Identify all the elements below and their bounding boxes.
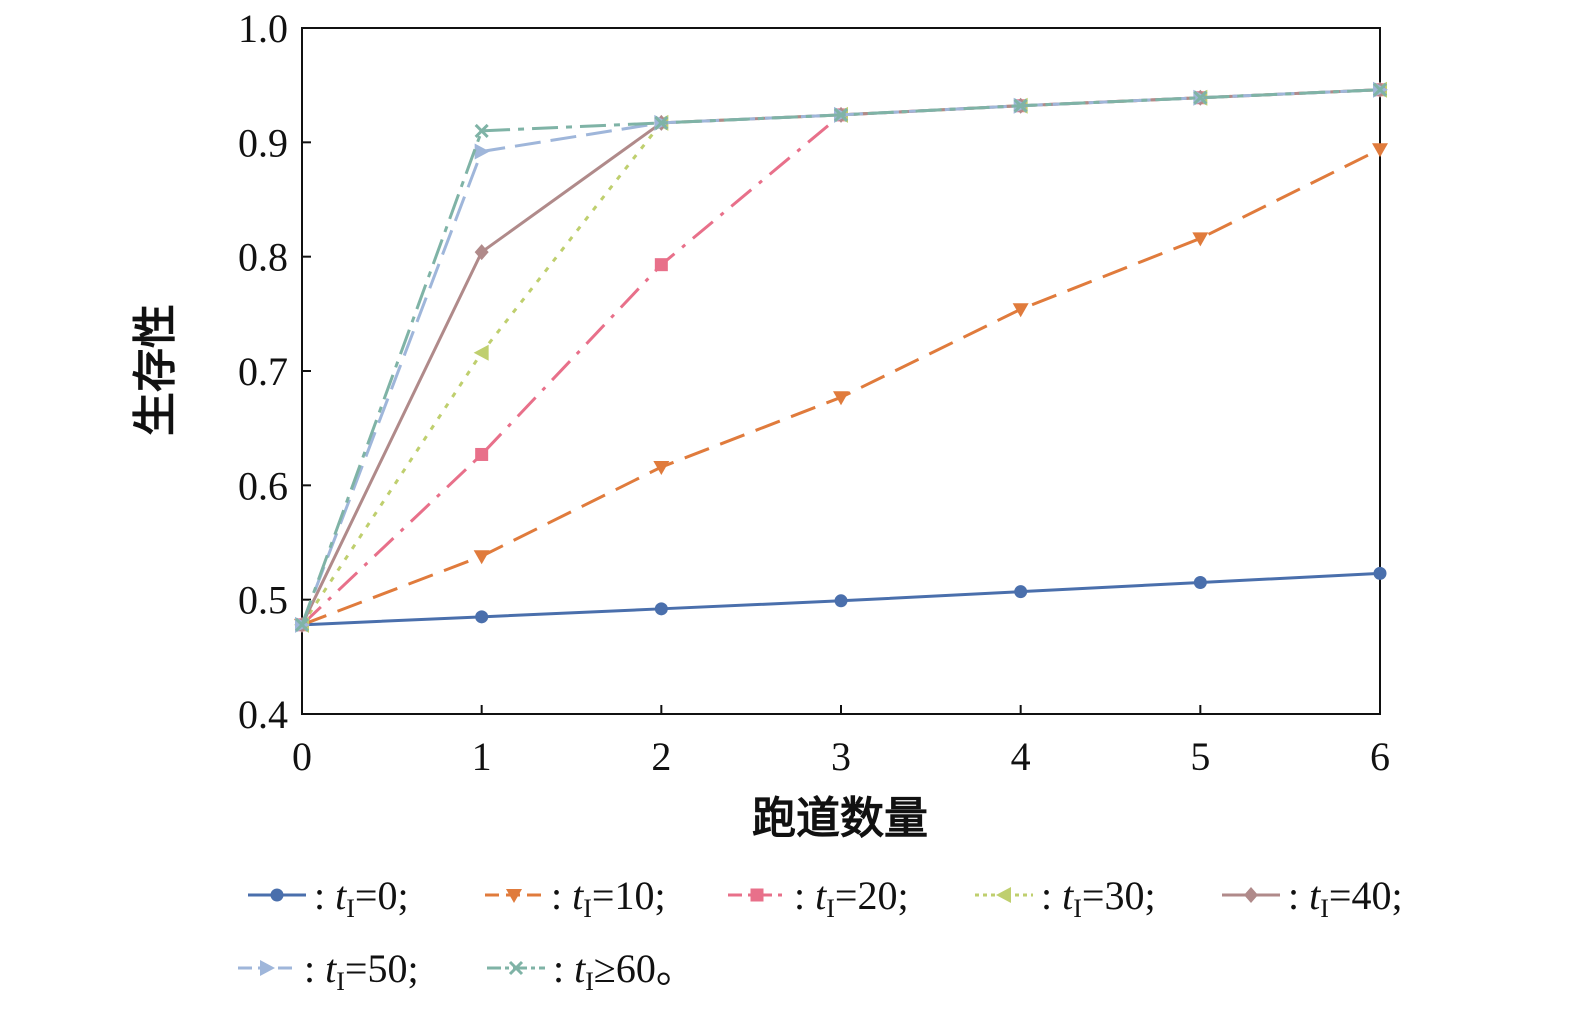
legend-label: : tI=50;: [304, 946, 419, 996]
x-axis-label: 跑道数量: [752, 793, 928, 844]
legend-marker: [260, 960, 275, 976]
y-tick-label: 1.0: [238, 6, 288, 51]
legend-label: : tI=30;: [1041, 873, 1156, 923]
legend-label: : tI=20;: [794, 873, 909, 923]
data-point: [1373, 566, 1387, 580]
data-point: [473, 344, 489, 361]
data-point: [833, 391, 849, 406]
legend-label: : tI≥60。: [553, 946, 696, 996]
y-axis-label: 生存性: [130, 304, 181, 436]
data-point: [654, 115, 669, 130]
legend-label: : tI=40;: [1288, 873, 1403, 923]
data-point: [474, 244, 489, 261]
data-point: [1193, 90, 1208, 105]
y-tick-label: 0.5: [238, 578, 288, 623]
x-tick-label: 1: [472, 734, 492, 779]
data-point: [474, 143, 490, 160]
axes: 0 1 2 3 4 5 6 0.4 0.5 0.6 0.7 0.8 0.9 1.0: [238, 6, 1390, 779]
data-point: [473, 550, 490, 565]
legend-item: : tI=10;: [485, 873, 666, 923]
data-point: [833, 107, 849, 122]
series-line: [300, 88, 1381, 626]
legend-marker: [996, 887, 1011, 903]
legend-item: : tI=50;: [238, 946, 419, 996]
legend-item: : tI=40;: [1222, 873, 1403, 923]
data-point: [1192, 232, 1209, 247]
data-point: [475, 447, 489, 461]
x-tick-label: 5: [1190, 734, 1210, 779]
data-point: [1013, 98, 1028, 113]
legend-marker: [750, 888, 764, 902]
y-tick-label: 0.8: [238, 235, 288, 280]
data-point: [654, 258, 668, 272]
data-point: [474, 123, 489, 138]
y-tick-label: 0.7: [238, 349, 288, 394]
legend-marker: [506, 889, 522, 903]
legend-item: : tI=30;: [975, 873, 1156, 923]
series-line: [300, 88, 1381, 626]
x-tick-label: 0: [292, 734, 312, 779]
series-line: [300, 88, 1381, 626]
legend-item: : tI≥60。: [487, 946, 696, 996]
plot-frame: [301, 27, 1381, 715]
data-point: [834, 594, 848, 608]
series-line: [300, 88, 1381, 626]
x-tick-label: 6: [1370, 734, 1390, 779]
y-tick-label: 0.6: [238, 463, 288, 508]
y-tick-label: 0.9: [238, 120, 288, 165]
x-tick-label: 2: [651, 734, 671, 779]
data-point: [1014, 585, 1028, 599]
legend-marker: [1244, 887, 1258, 903]
data-point: [1012, 303, 1029, 318]
legend-marker: [270, 888, 284, 902]
legend: : tI=0; : tI=10; : tI=20; : tI=30; : tI=40;:…: [238, 873, 1403, 996]
data-point: [475, 610, 489, 624]
legend-marker: [508, 960, 524, 976]
data-point: [654, 602, 668, 616]
legend-item: : tI=0;: [248, 873, 409, 923]
data-point: [1372, 143, 1388, 158]
data-point: [653, 461, 670, 476]
x-tick-label: 4: [1011, 734, 1031, 779]
series-group: [294, 81, 1388, 633]
series-line: [300, 88, 1381, 626]
series-line: [301, 147, 1381, 627]
legend-label: : tI=0;: [314, 873, 409, 923]
legend-label: : tI=10;: [551, 873, 666, 923]
x-tick-label: 3: [831, 734, 851, 779]
legend-item: : tI=20;: [728, 873, 909, 923]
data-point: [1193, 576, 1207, 590]
data-point: [294, 617, 310, 632]
data-point: [1372, 82, 1388, 97]
y-tick-label: 0.4: [238, 692, 288, 737]
